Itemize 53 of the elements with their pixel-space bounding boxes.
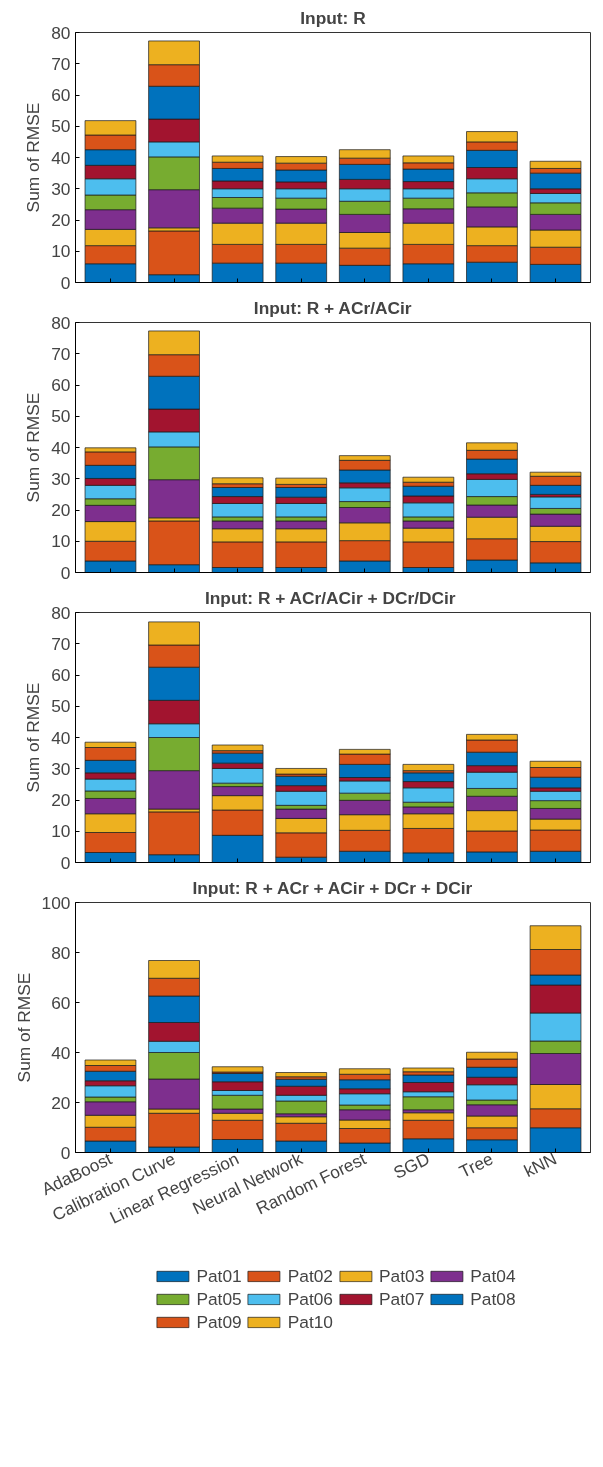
legend-label: Pat02: [287, 1265, 333, 1287]
y-tick-label: 70: [51, 53, 71, 74]
y-tick-label: 60: [51, 85, 71, 105]
y-tick-label: 40: [51, 1042, 71, 1063]
y-tick-label: 80: [51, 312, 71, 333]
legend-label: Pat08: [470, 1288, 516, 1310]
y-tick-label: 70: [51, 633, 71, 654]
y-tick-label: 20: [51, 790, 71, 810]
chart-title: Input: R: [300, 7, 367, 28]
y-axis-title: Sum of RMSE: [13, 972, 34, 1083]
y-tick-label: 50: [51, 696, 71, 717]
y-tick-label: 30: [51, 178, 71, 199]
x-tick-label: Tree: [456, 1148, 497, 1182]
y-tick-label: 30: [51, 758, 71, 779]
x-tick-label: kNN: [520, 1148, 560, 1182]
legend-label: Pat03: [379, 1265, 425, 1287]
y-tick-label: 20: [51, 210, 71, 230]
legend-label: Pat05: [196, 1288, 242, 1310]
legend-label: Pat04: [470, 1265, 516, 1287]
y-tick-label: 10: [51, 821, 71, 842]
y-tick-label: 0: [60, 272, 71, 293]
y-tick-label: 60: [51, 375, 71, 395]
y-tick-label: 80: [51, 942, 71, 963]
y-tick-label: 80: [51, 602, 71, 623]
y-tick-label: 40: [51, 437, 71, 458]
y-tick-label: 0: [60, 562, 71, 583]
y-tick-label: 80: [51, 22, 71, 43]
y-tick-label: 60: [51, 992, 71, 1013]
y-tick-label: 50: [51, 406, 71, 427]
x-tick-label: SGD: [390, 1148, 433, 1183]
legend-label: Pat10: [287, 1311, 333, 1333]
y-tick-label: 0: [60, 852, 71, 873]
y-tick-label: 20: [51, 1092, 71, 1113]
y-axis-title: Sum of RMSE: [23, 102, 44, 213]
y-tick-label: 20: [51, 500, 71, 520]
chart-title: Input: R + ACr/ACir + DCr/DCir: [204, 587, 456, 608]
y-tick-label: 10: [51, 531, 71, 552]
legend-label: Pat06: [287, 1288, 333, 1310]
y-tick-label: 10: [51, 241, 71, 262]
legend-label: Pat09: [196, 1311, 242, 1333]
y-tick-label: 40: [51, 147, 71, 168]
y-tick-label: 50: [51, 116, 71, 137]
y-tick-label: 60: [51, 665, 71, 685]
y-tick-label: 40: [51, 727, 71, 748]
y-axis-title: Sum of RMSE: [23, 392, 44, 503]
legend-label: Pat07: [379, 1288, 425, 1310]
chart-title: Input: R + ACr + ACir + DCr + DCir: [192, 877, 473, 898]
legend-label: Pat01: [196, 1265, 242, 1287]
y-tick-label: 70: [51, 343, 71, 364]
chart-title: Input: R + ACr/ACir: [253, 297, 412, 318]
y-tick-label: 100: [41, 892, 71, 913]
y-axis-title: Sum of RMSE: [23, 682, 44, 793]
y-tick-label: 30: [51, 468, 71, 489]
